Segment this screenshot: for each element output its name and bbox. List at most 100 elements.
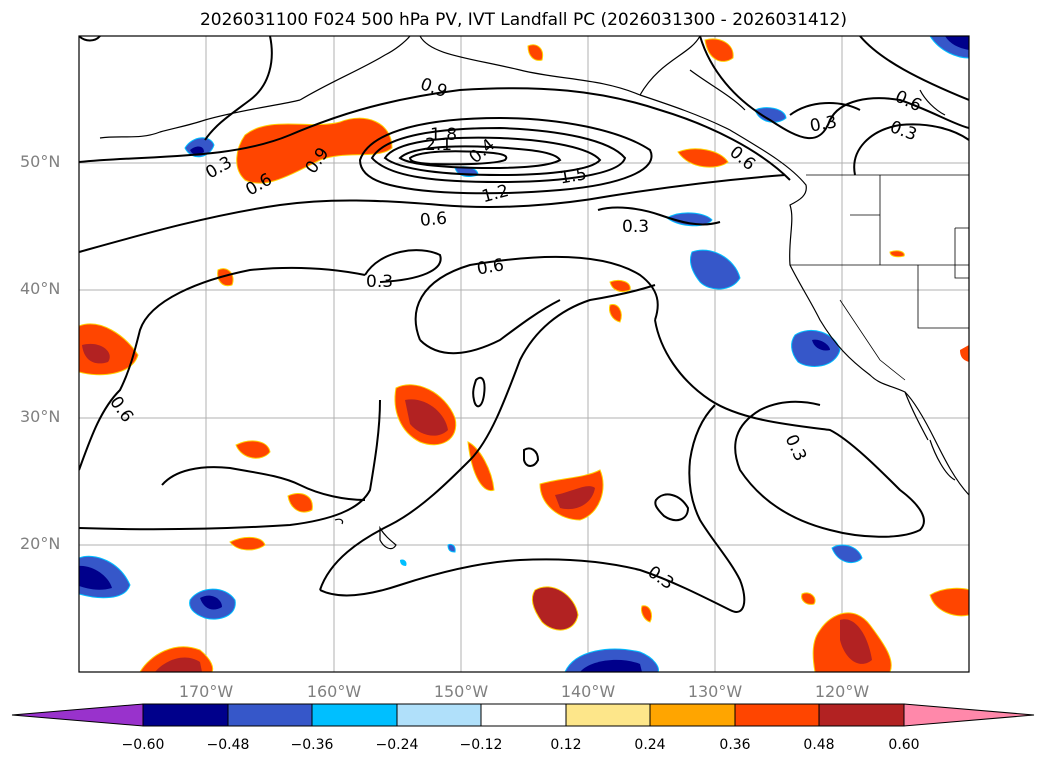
- contour-label: 1.5: [558, 164, 588, 188]
- pv-negative-area: [812, 339, 830, 351]
- colorbar-tick-label: 0.12: [550, 737, 582, 753]
- contour-label: 0.3: [622, 217, 649, 237]
- pv-positive-area: [236, 117, 393, 184]
- coastline: [689, 69, 746, 111]
- colorbar-tick-label: 0.48: [803, 737, 835, 753]
- colorbar-tick-label: −0.36: [290, 737, 334, 753]
- pv-positive-area: [235, 440, 271, 459]
- colorbar-segment: [311, 703, 398, 727]
- contour-line: [654, 319, 925, 538]
- colorbar-segment: [227, 703, 313, 727]
- contour-label: 0.6: [475, 255, 505, 279]
- pv-positive-area: [840, 619, 872, 664]
- contour-line: [597, 206, 721, 226]
- contour-label: 0.6: [419, 209, 448, 231]
- pv-negative-area: [447, 543, 456, 553]
- pv-positive-area: [677, 148, 729, 168]
- colorbar: [11, 703, 1035, 727]
- pv-positive-area: [801, 592, 816, 605]
- political-borders: [790, 174, 969, 381]
- coastline: [929, 439, 956, 481]
- map-title: 2026031100 F024 500 hPa PV, IVT Landfall…: [199, 10, 847, 30]
- contour-line: [699, 36, 969, 139]
- contour-line: [408, 150, 508, 166]
- coastline: [919, 89, 946, 116]
- colorbar-segment: [734, 703, 820, 727]
- coastline: [99, 99, 301, 139]
- pv-positive-area: [82, 343, 110, 364]
- pv-positive-area: [609, 303, 622, 323]
- contour-line: [79, 266, 366, 471]
- contour-line: [654, 493, 690, 522]
- contour-line: [204, 36, 273, 141]
- pv-positive-area: [960, 345, 969, 362]
- contour-line: [319, 284, 656, 591]
- contour-line: [398, 145, 562, 170]
- contour-line: [789, 102, 861, 116]
- coastline: [334, 518, 344, 525]
- coastline: [379, 525, 397, 550]
- coastlines: [99, 36, 969, 550]
- ivt-contours: [79, 36, 969, 613]
- pv-positive-area: [929, 587, 969, 617]
- lat-label: 20°N: [20, 534, 61, 553]
- colorbar-segment: [649, 703, 736, 727]
- colorbar-tick-label: −0.48: [206, 737, 250, 753]
- contour-line: [383, 136, 602, 177]
- contour-line: [358, 116, 653, 195]
- colorbar-segment: [11, 703, 144, 727]
- colorbar-tick-label: −0.12: [459, 737, 503, 753]
- pv-positive-area: [704, 38, 734, 62]
- contour-line: [79, 87, 791, 181]
- pv-positive-area: [555, 486, 595, 510]
- contour-line: [364, 249, 442, 283]
- contour-line: [79, 174, 786, 253]
- lon-label: 160°W: [306, 682, 362, 701]
- colorbar-segment: [480, 703, 567, 727]
- colorbar-segment: [565, 703, 651, 727]
- contour-line: [414, 255, 659, 341]
- colorbar-tick-label: 0.36: [719, 737, 751, 753]
- colorbar-segment: [142, 703, 229, 727]
- colorbar-segment: [903, 703, 1035, 727]
- lon-label: 140°W: [560, 682, 616, 701]
- pv-negative-area: [200, 595, 222, 610]
- pv-negative-area: [754, 107, 787, 123]
- graticule: [79, 36, 969, 672]
- pv-positive-area: [531, 586, 579, 631]
- pv-negative-area: [689, 249, 741, 290]
- lon-label: 150°W: [433, 682, 489, 701]
- pv-negative-area: [190, 146, 204, 155]
- lat-label: 30°N: [20, 407, 61, 426]
- pv-positive-area: [889, 250, 905, 258]
- pv-fill-areas: [79, 36, 969, 672]
- lat-label: 50°N: [20, 152, 61, 171]
- lon-label: 130°W: [687, 682, 743, 701]
- lon-label: 170°W: [178, 682, 234, 701]
- coastline: [904, 391, 929, 441]
- contour-line: [472, 376, 486, 408]
- contour-label: 2.1: [425, 135, 452, 155]
- coastline: [299, 36, 411, 101]
- pv-negative-area: [831, 544, 863, 564]
- colorbar-tick-label: 0.24: [634, 737, 666, 753]
- colorbar-segment: [818, 703, 905, 727]
- contour-label: 1.8: [430, 125, 457, 145]
- contour-line: [419, 299, 561, 355]
- colorbar-segment: [396, 703, 482, 727]
- pv-positive-area: [405, 399, 448, 436]
- coastline: [639, 36, 701, 96]
- contour-line: [79, 399, 381, 531]
- lon-label: 120°W: [814, 682, 870, 701]
- pv-positive-area: [155, 657, 202, 672]
- contour-line: [859, 36, 969, 101]
- contour-line: [523, 447, 540, 467]
- pv-positive-area: [609, 279, 631, 293]
- contour-line: [161, 466, 366, 501]
- pv-positive-area: [229, 537, 266, 551]
- contour-label: 0.3: [808, 112, 838, 136]
- pv-negative-area: [945, 36, 969, 50]
- pv-negative-area: [791, 330, 841, 367]
- pv-negative-area: [666, 212, 713, 227]
